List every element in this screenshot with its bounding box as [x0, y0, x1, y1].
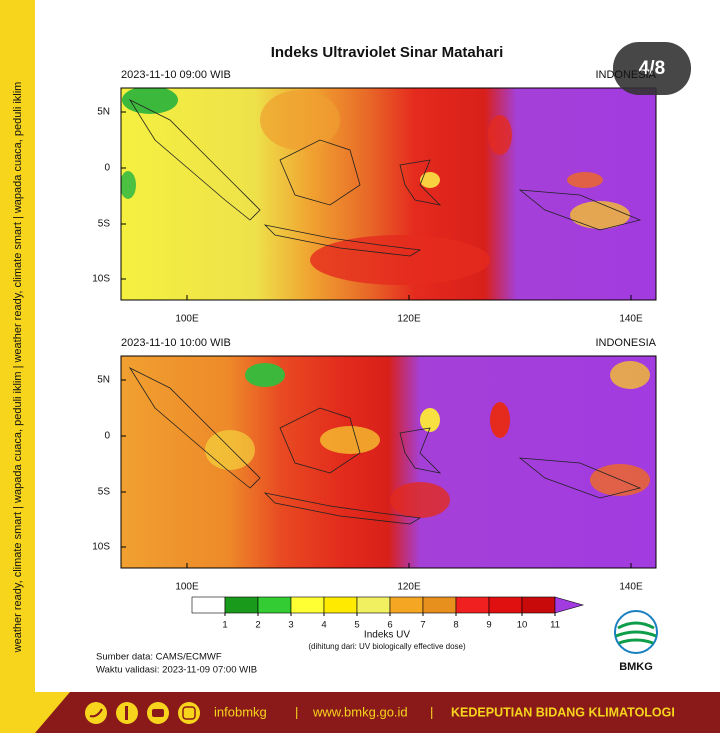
colorbar-tick-label: 1: [222, 620, 227, 631]
lat-label: 10S: [92, 274, 110, 285]
colorbar-note: (dihitung dari: UV biologically effectiv…: [308, 642, 466, 651]
footer-corner: [35, 692, 70, 733]
coastlines: [128, 99, 642, 525]
footer-url[interactable]: www.bmkg.go.id: [312, 704, 408, 719]
colorbar-tick-label: 4: [321, 620, 326, 631]
panel-region: INDONESIA: [595, 69, 656, 81]
colorbar-box: [455, 596, 490, 614]
map-1: [121, 88, 656, 300]
colorbar-box: [224, 596, 259, 614]
sidebar: [0, 0, 35, 733]
lat-label: 0: [104, 163, 110, 174]
lon-label: 120E: [397, 582, 421, 593]
footer-dept: KEDEPUTIAN BIDANG KLIMATOLOGI: [451, 705, 675, 719]
page-badge[interactable]: [613, 42, 691, 95]
lat-label: 5S: [98, 487, 111, 498]
colorbar-tick-label: 6: [387, 620, 392, 631]
colorbar-box: [422, 596, 457, 614]
badge-text: 4/8: [639, 58, 665, 79]
colorbar-tick-label: 7: [420, 620, 425, 631]
map-frame: [120, 355, 657, 569]
logo-text: BMKG: [619, 661, 653, 673]
lon-label: 140E: [619, 314, 643, 325]
sidebar-text: weather ready, climate smart | wapada cu…: [12, 82, 24, 654]
colorbar-label: Indeks UV: [364, 630, 410, 641]
colorbar-tick-label: 9: [486, 620, 491, 631]
colorbar-tick-label: 8: [453, 620, 458, 631]
icon-twitter[interactable]: [85, 702, 107, 724]
colorbar-box: [323, 596, 358, 614]
lat-label: 5N: [97, 375, 110, 386]
colorbar-tick-label: 5: [354, 620, 359, 631]
panel-region: INDONESIA: [595, 337, 656, 349]
panel-time: 2023-11-10 10:00 WIB: [121, 337, 231, 349]
title: Indeks Ultraviolet Sinar Matahari: [271, 44, 504, 61]
colorbar-box: [356, 596, 391, 614]
colorbar-box: [191, 596, 226, 614]
panel-time: 2023-11-10 09:00 WIB: [121, 69, 231, 81]
lon-label: 140E: [619, 582, 643, 593]
colorbar-tick-label: 2: [255, 620, 260, 631]
lon-label: 100E: [175, 314, 199, 325]
lon-label: 100E: [175, 582, 199, 593]
social-icons: [85, 702, 200, 724]
colorbar-box: [257, 596, 292, 614]
footer-sep: |: [295, 704, 298, 719]
colorbar-tick-label: 11: [550, 620, 560, 631]
lat-label: 0: [104, 431, 110, 442]
lat-label: 10S: [92, 542, 110, 553]
colorbar-box: [389, 596, 424, 614]
footer-sep: |: [430, 704, 433, 719]
lat-label: 5S: [98, 219, 111, 230]
icon-instagram[interactable]: [178, 702, 200, 724]
logo-waves: [615, 621, 657, 645]
colorbar-tick-label: 3: [288, 620, 293, 631]
colorbar-arrow: [554, 596, 585, 614]
map-2: [121, 356, 656, 568]
map-frame: [120, 87, 657, 301]
source: Sumber data: CAMS/ECMWF: [96, 652, 222, 663]
colorbar-box: [521, 596, 556, 614]
footer-handle[interactable]: infobmkg: [214, 704, 267, 719]
lat-label: 5N: [97, 107, 110, 118]
validity: Waktu validasi: 2023-11-09 07:00 WIB: [96, 665, 257, 676]
lon-label: 120E: [397, 314, 421, 325]
colorbar-tick-label: 10: [517, 620, 528, 631]
colorbar-box: [290, 596, 325, 614]
colorbar-box: [488, 596, 523, 614]
